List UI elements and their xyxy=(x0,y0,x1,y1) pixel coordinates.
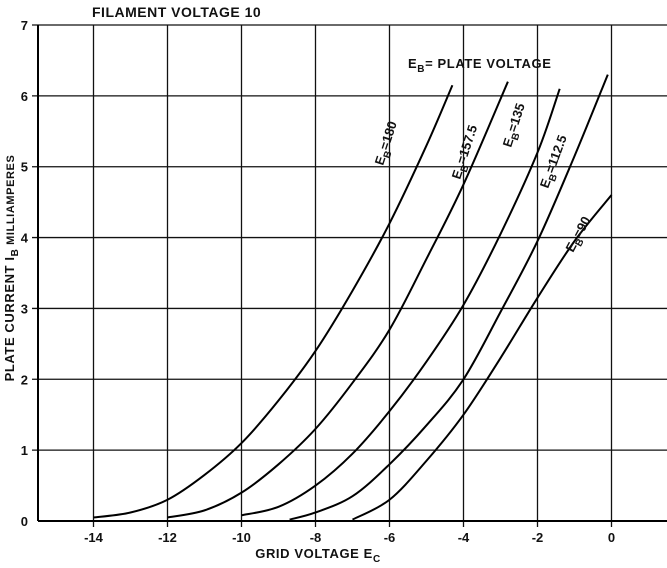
y-tick-label: 2 xyxy=(21,372,28,387)
series-label: EB=180 xyxy=(372,119,404,168)
y-axis-title-main: PLATE CURRENT I xyxy=(2,256,17,381)
tick-labels: -14 -12 -10 -8 -6 -4 -2 0 0 1 2 3 4 5 6 7 xyxy=(21,18,615,545)
x-axis-title-main: GRID VOLTAGE E xyxy=(255,546,373,561)
y-tick-label: 0 xyxy=(21,514,28,529)
legend-title: EB= PLATE VOLTAGE xyxy=(408,56,551,75)
x-tick-label: -8 xyxy=(310,530,322,545)
y-tick-label: 1 xyxy=(21,443,28,458)
y-axis-title-sub: B xyxy=(10,249,21,257)
series-line xyxy=(241,88,561,517)
series-label-suffix: =112.5 xyxy=(542,133,570,175)
series-line xyxy=(289,74,609,521)
x-tick-label: -10 xyxy=(232,530,251,545)
series-label-sub: B xyxy=(547,173,560,184)
y-tick-label: 6 xyxy=(21,89,28,104)
x-tick-label: -14 xyxy=(84,530,104,545)
series-label-sub: B xyxy=(574,237,587,249)
series-line xyxy=(167,81,509,519)
y-axis-title-suffix: MILLIAMPERES xyxy=(5,155,17,249)
series-label-sub: B xyxy=(382,150,395,160)
series-label: EB=135 xyxy=(500,101,532,150)
y-tick-label: 3 xyxy=(21,301,28,316)
x-tick-label: -6 xyxy=(384,530,396,545)
x-tick-label: 0 xyxy=(608,530,615,545)
series-label-suffix: =157.5 xyxy=(454,123,481,166)
series-label: EB=90 xyxy=(562,214,597,256)
x-tick-label: -12 xyxy=(158,530,177,545)
y-tick-label: 5 xyxy=(21,160,28,175)
axes xyxy=(37,25,667,522)
chart-title: FILAMENT VOLTAGE 10 xyxy=(92,4,261,20)
x-axis-title: GRID VOLTAGE EC xyxy=(255,546,381,565)
y-axis-title: PLATE CURRENT IB MILLIAMPERES xyxy=(2,155,21,382)
series-line xyxy=(93,84,454,519)
legend-title-suffix: = PLATE VOLTAGE xyxy=(425,56,551,71)
series-line xyxy=(352,194,613,521)
series-label-suffix: =90 xyxy=(570,214,594,241)
y-tick-label: 4 xyxy=(21,231,29,246)
series-label-suffix: =180 xyxy=(377,119,400,151)
series-label-sub: B xyxy=(510,132,523,142)
legend-title-sub: B xyxy=(417,64,425,75)
legend-title-main: E xyxy=(408,56,417,71)
x-axis-title-sub: C xyxy=(373,554,381,565)
series-label-suffix: =135 xyxy=(505,101,528,133)
x-tick-label: -4 xyxy=(458,530,470,545)
grid-lines xyxy=(32,24,667,527)
x-tick-label: -2 xyxy=(532,530,544,545)
series-label-sub: B xyxy=(459,164,472,174)
y-tick-label: 7 xyxy=(21,18,28,33)
